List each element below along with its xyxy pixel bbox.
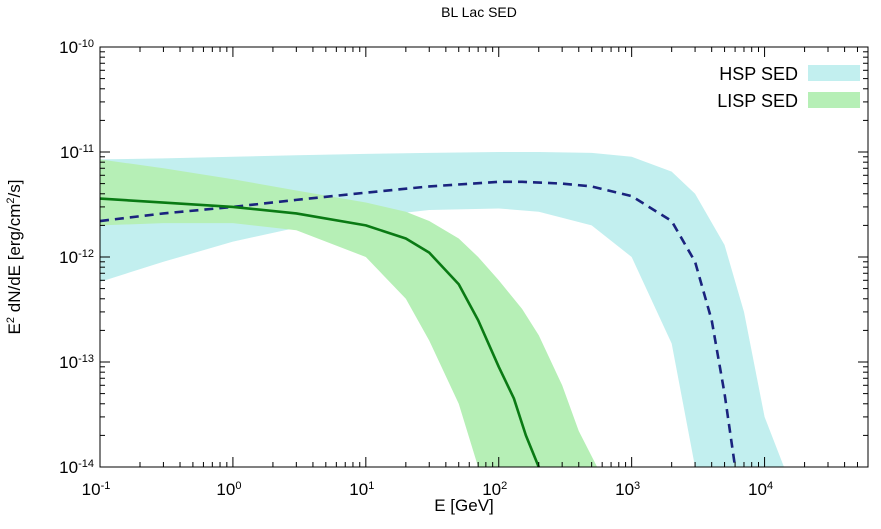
chart-title: BL Lac SED [441, 4, 517, 20]
line-lisp-model [99, 197, 540, 468]
band-lisp-sed [100, 159, 598, 467]
x-tick-label: 103 [615, 480, 640, 499]
x-tick-label-exp: 4 [767, 480, 773, 492]
line-hsp-model [99, 180, 737, 468]
x-tick-label-base: 10 [216, 480, 235, 499]
x-tick-label: 104 [748, 480, 773, 499]
x-tick-label-exp: -1 [101, 480, 111, 492]
ticks-layer [99, 46, 869, 468]
x-axis-label: E [GeV] [434, 496, 494, 515]
legend: HSP SED LISP SED [717, 64, 860, 111]
y-label-sup1: 2 [5, 317, 17, 323]
x-tick-label-exp: 3 [634, 480, 640, 492]
y-tick-label-exp: -10 [78, 38, 94, 50]
legend-label: LISP SED [717, 91, 798, 111]
y-label-post: /s] [5, 180, 24, 198]
y-tick-label-exp: -13 [78, 353, 94, 365]
x-tick-label-exp: 2 [501, 480, 507, 492]
y-tick-label-base: 10 [59, 458, 78, 477]
x-tick-label-exp: 0 [235, 480, 241, 492]
y-tick-label: 10-14 [59, 458, 94, 477]
x-tick-label-base: 10 [482, 480, 501, 499]
y-label-sup2: 2 [5, 197, 17, 203]
band-hsp-sed [100, 152, 784, 467]
x-tick-label-base: 10 [349, 480, 368, 499]
x-tick-label-base: 10 [82, 480, 101, 499]
y-tick-label: 10-13 [59, 353, 94, 372]
x-tick-label-exp: 1 [368, 480, 374, 492]
y-tick-label: 10-10 [59, 38, 94, 57]
x-tick-label-base: 10 [748, 480, 767, 499]
x-tick-label: 10-1 [82, 480, 111, 499]
y-label-mid: dN/dE [erg/cm [5, 204, 24, 317]
legend-swatch [808, 65, 860, 81]
tick-labels: 10-1 100 101 102 103 10410-1410-1310-1210-111… [59, 38, 773, 499]
plot-area [99, 46, 869, 468]
x-tick-label: 101 [349, 480, 374, 499]
y-tick-label: 10-11 [60, 143, 94, 162]
y-tick-label-exp: -12 [78, 248, 94, 260]
y-axis-label: E2 dN/dE [erg/cm2/s] [5, 180, 24, 335]
y-tick-label-exp: -11 [79, 143, 94, 155]
legend-label: HSP SED [719, 64, 798, 84]
x-tick-label-base: 10 [615, 480, 634, 499]
lines-layer [99, 180, 737, 468]
bands-layer [100, 152, 784, 467]
y-tick-label-exp: -14 [78, 458, 94, 470]
x-tick-label: 100 [216, 480, 241, 499]
y-tick-label: 10-12 [59, 248, 94, 267]
y-tick-label-base: 10 [60, 143, 79, 162]
y-tick-label-base: 10 [59, 38, 78, 57]
y-tick-label-base: 10 [59, 248, 78, 267]
y-label-pre: E [5, 323, 24, 334]
x-tick-label: 102 [482, 480, 507, 499]
legend-swatch [808, 92, 860, 108]
y-tick-label-base: 10 [59, 353, 78, 372]
